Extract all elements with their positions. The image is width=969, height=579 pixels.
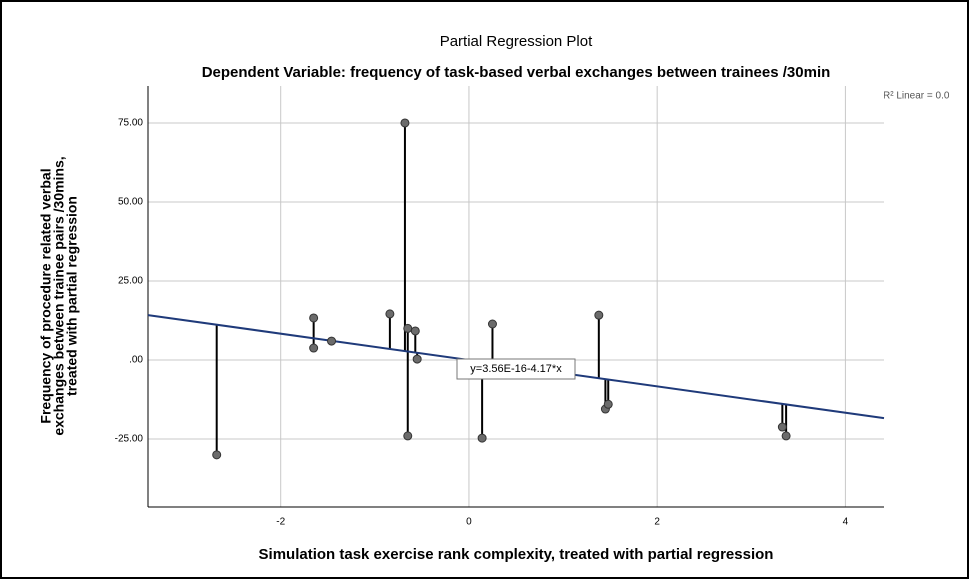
y-tick-label: 25.00 (118, 276, 143, 287)
point (212, 450, 222, 460)
x-tick-label: 0 (466, 517, 472, 528)
point (412, 354, 422, 364)
point (594, 310, 604, 320)
x-axis-label: Simulation task exercise rank complexity… (259, 546, 774, 563)
point (403, 431, 413, 441)
point (777, 422, 787, 432)
point (781, 431, 791, 441)
y-tick-label: 50.00 (118, 197, 143, 208)
point (309, 313, 319, 323)
fit-label: y=3.56E-16-4.17*x (470, 363, 562, 375)
point (477, 433, 487, 443)
point (403, 323, 413, 333)
point (327, 336, 337, 346)
y-axis-label: treated with partial regression (64, 196, 80, 396)
x-tick-label: 2 (654, 517, 660, 528)
chart-title: Partial Regression Plot (440, 33, 593, 50)
point (487, 319, 497, 329)
point (309, 343, 319, 353)
chart-subtitle: Dependent Variable: frequency of task-ba… (202, 64, 831, 81)
fit-label-box (456, 358, 576, 380)
point (385, 309, 395, 319)
point (400, 118, 410, 128)
x-tick-label: -2 (276, 517, 285, 528)
y-axis-label: exchanges between trainee pairs /30mins, (51, 156, 67, 435)
plot-area (148, 86, 884, 507)
y-tick-label: 75.00 (118, 118, 143, 129)
point (603, 399, 613, 409)
y-tick-label: .00 (129, 355, 143, 366)
r2-annotation: R² Linear = 0.0 (883, 91, 950, 102)
point (410, 326, 420, 336)
y-tick-label: -25.00 (115, 434, 144, 445)
y-axis-label: Frequency of procedure related verbal (38, 168, 54, 423)
x-tick-label: 4 (843, 517, 849, 528)
